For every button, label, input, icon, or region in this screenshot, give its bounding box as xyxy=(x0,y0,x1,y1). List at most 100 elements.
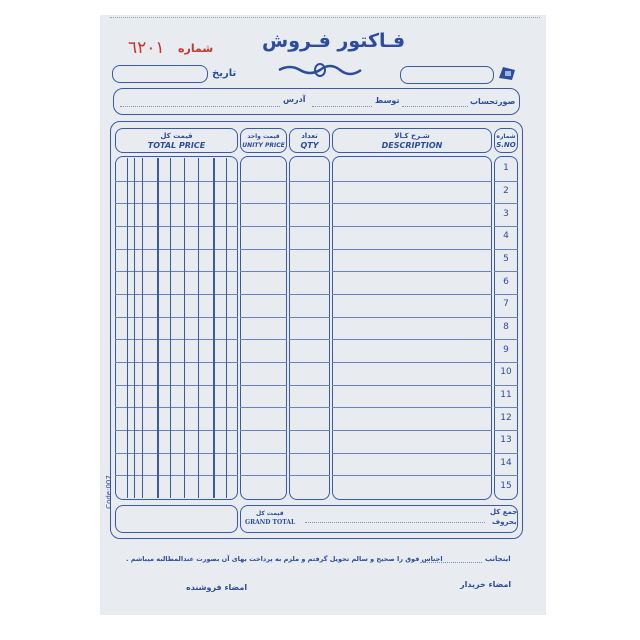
row-divider xyxy=(115,384,238,386)
row-divider xyxy=(332,384,492,386)
total-words-field[interactable] xyxy=(305,522,485,523)
row-divider xyxy=(289,407,330,409)
address-box xyxy=(113,88,520,115)
row-divider xyxy=(332,180,492,182)
receipt-statement: اجناس فوق را صحیح و سالم تحویل گرفتم و م… xyxy=(126,555,443,563)
buyer-signature-label: امضاء خریدار xyxy=(460,580,512,589)
row-divider xyxy=(332,226,492,227)
row-divider xyxy=(494,339,518,341)
row-divider xyxy=(240,475,287,477)
grand-total-en: GRAND TOTAL xyxy=(245,519,296,526)
row-divider xyxy=(115,339,238,341)
row-divider xyxy=(115,407,238,409)
row-divider xyxy=(332,475,492,477)
undersigned-field[interactable] xyxy=(420,562,482,563)
header-sno: شماره S.NO xyxy=(494,128,518,153)
row-divider xyxy=(494,271,518,273)
row-divider xyxy=(289,384,330,386)
row-divider xyxy=(115,316,238,318)
header-total-price-fa: قیمت کل xyxy=(160,132,193,140)
row-divider xyxy=(494,452,518,454)
row-divider xyxy=(115,180,238,182)
row-divider xyxy=(332,316,492,318)
perforation-line xyxy=(110,17,540,18)
row-divider xyxy=(115,226,238,227)
row-divider xyxy=(289,180,330,182)
row-number: 2 xyxy=(503,186,509,196)
row-divider xyxy=(289,294,330,295)
row-divider xyxy=(494,248,518,250)
row-divider xyxy=(115,294,238,295)
grand-total-amount-box[interactable] xyxy=(115,505,238,533)
row-divider xyxy=(332,203,492,205)
row-divider xyxy=(332,294,492,295)
items-table xyxy=(110,121,523,539)
column-unit-price xyxy=(240,156,287,500)
row-divider xyxy=(332,271,492,273)
row-divider xyxy=(494,384,518,386)
header-qty-fa: تعداد xyxy=(301,132,318,140)
row-divider xyxy=(240,180,287,182)
row-number: 7 xyxy=(503,299,509,310)
address-field[interactable] xyxy=(120,106,280,107)
row-divider xyxy=(332,248,492,250)
date-field[interactable] xyxy=(112,65,208,83)
row-divider xyxy=(289,316,330,318)
row-divider xyxy=(240,294,287,295)
grand-total-fa: قیمت کل xyxy=(256,510,284,517)
ornament-icon xyxy=(275,62,365,82)
row-divider xyxy=(289,452,330,454)
row-number: 11 xyxy=(500,390,512,400)
by-field[interactable] xyxy=(312,106,372,107)
telephone-icon xyxy=(497,64,517,86)
date-label: تاریخ xyxy=(212,68,237,79)
row-divider xyxy=(494,226,518,227)
row-divider xyxy=(240,407,287,409)
row-number: 1 xyxy=(503,163,509,174)
row-divider xyxy=(115,271,238,273)
by-label: توسط xyxy=(375,96,400,105)
column-qty xyxy=(289,156,330,500)
phone-field[interactable] xyxy=(400,66,494,84)
header-description-fa: شـرح کـالا xyxy=(394,132,430,140)
row-divider xyxy=(494,475,518,477)
row-number: 5 xyxy=(503,254,509,264)
row-divider xyxy=(332,339,492,341)
column-description xyxy=(332,156,492,500)
account-field[interactable] xyxy=(402,106,468,107)
address-label: آدرس xyxy=(283,95,306,104)
row-number: 6 xyxy=(503,276,509,287)
row-divider xyxy=(115,362,238,363)
row-divider xyxy=(240,248,287,250)
row-divider xyxy=(289,226,330,227)
row-number: 15 xyxy=(500,480,512,491)
row-number: 3 xyxy=(503,208,509,219)
row-divider xyxy=(289,430,330,431)
row-divider xyxy=(494,180,518,182)
row-divider xyxy=(240,271,287,273)
row-divider xyxy=(289,339,330,341)
row-divider xyxy=(240,384,287,386)
row-number: 10 xyxy=(500,367,512,378)
row-divider xyxy=(494,294,518,295)
row-divider xyxy=(494,316,518,318)
row-divider xyxy=(240,226,287,227)
account-label: صورتحساب xyxy=(470,97,516,106)
row-number: 9 xyxy=(503,344,509,355)
row-divider xyxy=(332,452,492,454)
row-divider xyxy=(240,203,287,205)
row-number: 13 xyxy=(500,435,512,446)
price-subcolumn-divider xyxy=(142,158,143,498)
total-in-words-box[interactable] xyxy=(240,505,518,533)
row-divider xyxy=(115,452,238,454)
header-description: شـرح کـالا DESCRIPTION xyxy=(332,128,492,153)
row-divider xyxy=(289,248,330,250)
header-qty: تعداد QTY xyxy=(289,128,330,153)
price-subcolumn-divider xyxy=(134,158,135,498)
row-divider xyxy=(115,203,238,205)
price-subcolumn-divider xyxy=(184,158,185,498)
header-sno-en: S.NO xyxy=(496,141,516,149)
row-divider xyxy=(240,362,287,363)
row-number: 14 xyxy=(500,458,512,468)
seller-signature-label: امضاء فروشنده xyxy=(186,583,248,592)
